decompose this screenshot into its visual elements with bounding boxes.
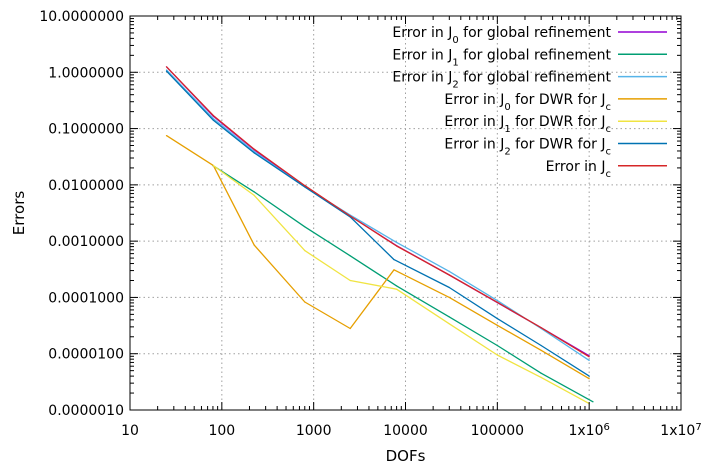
y-tick-label: 0.1000000 <box>48 122 124 138</box>
data-point <box>165 69 168 71</box>
x-tick-label: 1x107 <box>660 422 701 440</box>
data-point <box>396 241 398 243</box>
data-point <box>540 376 542 378</box>
series-3 <box>165 69 590 361</box>
series-line <box>212 165 594 403</box>
series-1 <box>165 66 590 357</box>
y-axis-title: Errors <box>10 191 28 236</box>
data-point <box>253 191 255 193</box>
y-tick-label: 0.0010000 <box>48 234 124 250</box>
data-point <box>448 274 450 276</box>
data-point <box>349 327 351 330</box>
data-point <box>496 354 498 356</box>
legend-label: Error in J2 for DWR for Jc <box>444 137 611 158</box>
data-point <box>393 269 395 271</box>
data-point <box>496 300 498 302</box>
series-line <box>166 66 590 358</box>
series-2 <box>212 165 594 403</box>
data-point <box>588 359 590 361</box>
data-point <box>496 324 498 326</box>
data-point <box>349 255 351 257</box>
data-point <box>304 226 306 228</box>
legend-label: Error in J2 for global refinement <box>392 70 611 91</box>
data-point <box>253 148 255 150</box>
grid-lines <box>130 16 681 410</box>
x-tick-label: 1000 <box>296 423 332 439</box>
data-point <box>165 70 168 72</box>
series-lines <box>165 66 594 405</box>
y-tick-label: 0.0000100 <box>48 347 124 363</box>
data-point <box>540 327 542 329</box>
data-point <box>448 316 450 318</box>
legend-label: Error in J0 for DWR for Jc <box>444 92 611 113</box>
data-point <box>540 372 542 374</box>
legend-label: Error in Jc <box>546 159 611 180</box>
y-tick-label: 0.0100000 <box>48 178 124 194</box>
data-point <box>592 401 594 403</box>
x-tick-label: 100 <box>208 423 235 439</box>
data-point <box>304 250 306 252</box>
series-line <box>166 70 590 377</box>
data-point <box>448 270 450 272</box>
data-point <box>540 349 542 351</box>
data-point <box>349 215 351 217</box>
data-point <box>588 378 590 380</box>
axis-tick-labels: 10 100 1000 10000 100000 1x106 1x107 0.0000010 0… <box>39 9 701 439</box>
data-point <box>304 301 306 303</box>
data-point <box>165 135 168 137</box>
data-point <box>212 165 214 167</box>
series-7 <box>165 66 590 358</box>
y-tick-label: 1.0000000 <box>48 65 124 81</box>
legend-label: Error in J0 for global refinement <box>392 25 611 46</box>
x-tick-label: 10 <box>121 423 139 439</box>
y-tick-label: 0.0001000 <box>48 290 124 306</box>
x-tick-label: 10000 <box>383 423 428 439</box>
axis-ticks <box>129 15 682 411</box>
data-point <box>540 344 542 347</box>
legend-item: Error in J0 for DWR for Jc <box>444 92 667 113</box>
data-point <box>253 152 255 154</box>
data-point <box>304 186 306 188</box>
legend-item: Error in J2 for global refinement <box>392 70 667 91</box>
legend-label: Error in J1 for DWR for Jc <box>444 114 611 135</box>
data-point <box>304 185 306 187</box>
data-point <box>396 245 398 247</box>
data-point <box>253 194 255 196</box>
y-tick-label: 10.0000000 <box>39 9 124 25</box>
legend-item: Error in J1 for global refinement <box>392 47 667 68</box>
legend-item: Error in J0 for global refinement <box>392 25 667 46</box>
legend-item: Error in Jc <box>546 159 667 180</box>
data-point <box>253 244 255 246</box>
data-point <box>165 66 168 68</box>
y-tick-label: 0.0000010 <box>48 403 124 419</box>
data-point <box>448 296 450 298</box>
series-4 <box>165 135 590 380</box>
legend-item: Error in J2 for DWR for Jc <box>444 137 667 158</box>
series-6 <box>165 70 590 377</box>
series-line <box>166 135 590 380</box>
x-axis-title: DOFs <box>386 447 426 465</box>
series-line <box>166 66 590 357</box>
data-point <box>396 288 398 290</box>
legend-label: Error in J1 for global refinement <box>392 47 611 68</box>
data-point <box>496 344 498 347</box>
data-point <box>588 375 590 377</box>
data-point <box>496 318 498 320</box>
x-tick-label: 1x106 <box>568 422 609 440</box>
data-point <box>396 285 398 287</box>
data-point <box>212 115 214 117</box>
data-point <box>212 118 214 120</box>
data-point <box>393 259 395 261</box>
data-point <box>448 323 450 325</box>
x-tick-label: 100000 <box>471 423 524 439</box>
data-point <box>448 286 450 289</box>
data-point <box>349 279 351 282</box>
data-point <box>496 301 498 303</box>
legend-item: Error in J1 for DWR for Jc <box>444 114 667 135</box>
data-point <box>588 356 590 358</box>
data-point <box>212 119 214 121</box>
